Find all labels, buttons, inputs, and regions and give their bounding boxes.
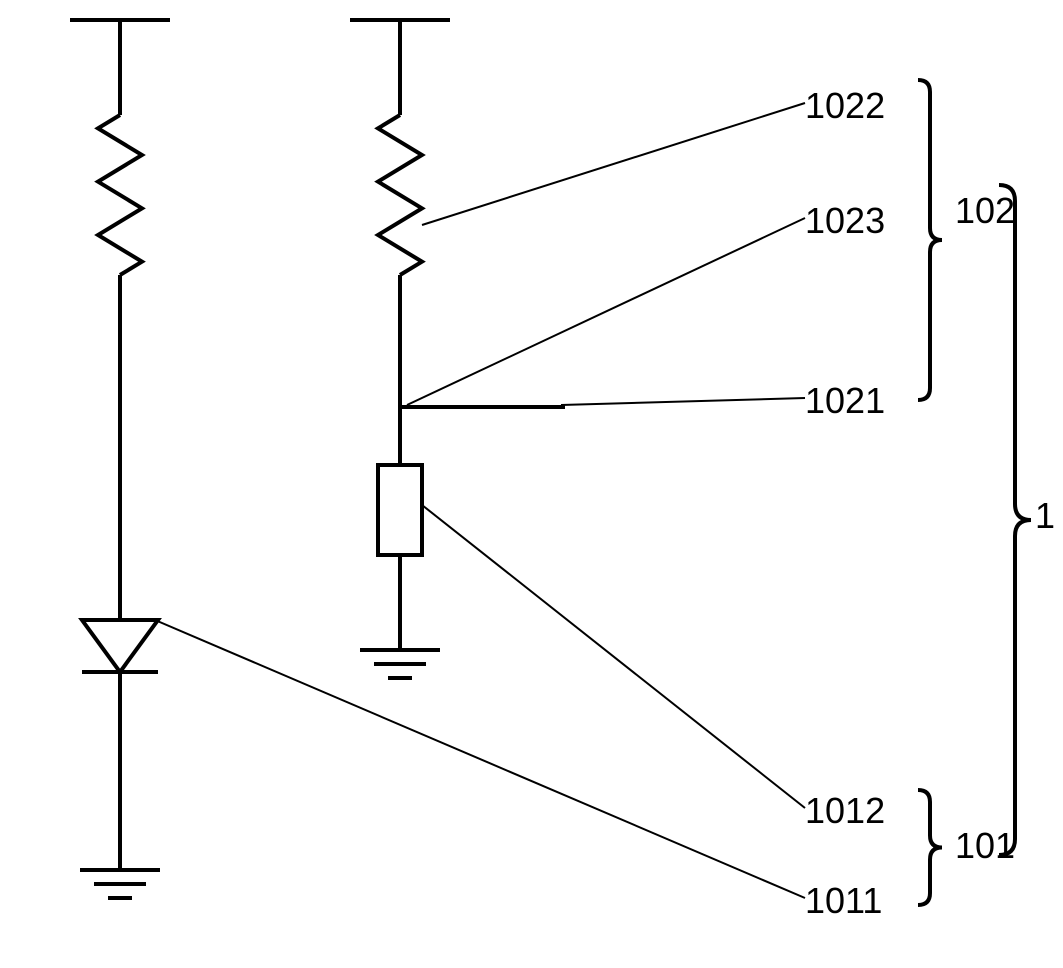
label-101: 101 bbox=[955, 825, 1015, 867]
label-1: 1 bbox=[1035, 495, 1055, 537]
label-102: 102 bbox=[955, 190, 1015, 232]
label-1021: 1021 bbox=[805, 380, 885, 422]
label-1012: 1012 bbox=[805, 790, 885, 832]
label-1011: 1011 bbox=[805, 880, 882, 922]
circuit-svg bbox=[0, 0, 1063, 963]
label-1023: 1023 bbox=[805, 200, 885, 242]
label-1022: 1022 bbox=[805, 85, 885, 127]
circuit-diagram: 1022 1023 1021 1012 1011 102 101 1 bbox=[0, 0, 1063, 963]
